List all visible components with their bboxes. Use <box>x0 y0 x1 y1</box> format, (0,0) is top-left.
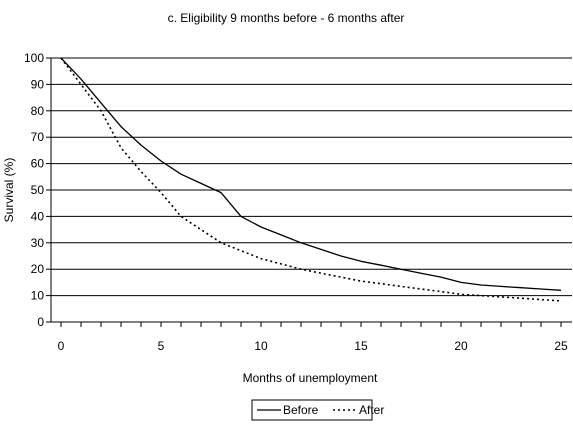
x-tick-label-5: 5 <box>158 339 165 353</box>
legend-box <box>251 399 373 421</box>
series-line-before <box>60 57 562 291</box>
y-tick-label-0: 0 <box>37 315 44 329</box>
y-tick-label-90: 90 <box>31 77 45 91</box>
x-tick-label-15: 15 <box>354 339 368 353</box>
x-tick-label-20: 20 <box>454 339 468 353</box>
legend: Before After <box>251 399 384 421</box>
x-axis-title: Months of unemployment <box>243 371 378 385</box>
legend-label-before: Before <box>283 403 319 417</box>
y-tick-label-80: 80 <box>31 104 45 118</box>
axes: 0 10 20 30 40 50 60 70 80 90 100 0 5 10 15 20 25 <box>24 51 572 353</box>
y-axis-title: Survival (%) <box>2 158 16 223</box>
y-tick-label-50: 50 <box>31 183 45 197</box>
y-tick-label-40: 40 <box>31 209 45 223</box>
y-tick-label-70: 70 <box>31 130 45 144</box>
chart-title: c. Eligibility 9 months before - 6 month… <box>168 11 405 25</box>
series-line-after <box>60 57 562 302</box>
series-lines <box>60 57 562 302</box>
x-tick-label-25: 25 <box>554 339 568 353</box>
y-tick-label-20: 20 <box>31 262 45 276</box>
x-tick-label-10: 10 <box>254 339 268 353</box>
grid-lines <box>51 57 572 297</box>
y-tick-label-10: 10 <box>31 289 45 303</box>
legend-label-after: After <box>359 403 384 417</box>
y-tick-label-100: 100 <box>24 51 44 65</box>
y-tick-label-60: 60 <box>31 157 45 171</box>
y-tick-label-30: 30 <box>31 236 45 250</box>
x-tick-label-0: 0 <box>58 339 65 353</box>
